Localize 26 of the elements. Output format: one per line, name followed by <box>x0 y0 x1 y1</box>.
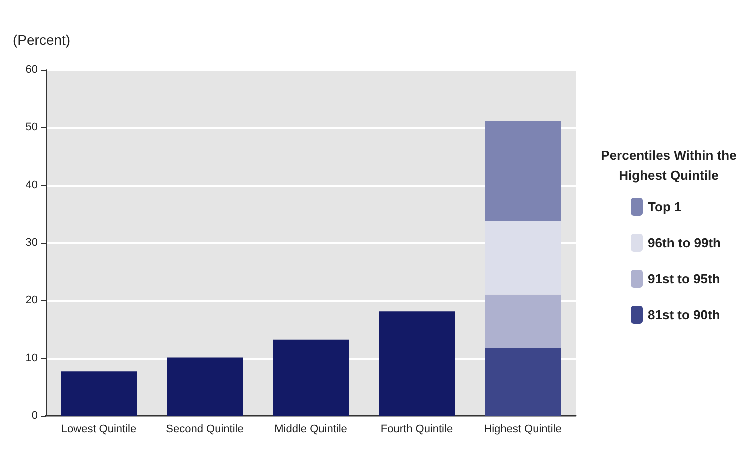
legend-label: 81st to 90th <box>648 308 720 322</box>
y-tick-label: 60 <box>26 64 38 76</box>
legend-label: 96th to 99th <box>648 236 722 250</box>
y-tick-label: 40 <box>26 179 38 192</box>
legend-title: Percentiles Within the Highest Quintile <box>600 147 738 185</box>
y-tick-label: 10 <box>26 352 38 364</box>
x-tick-label: Lowest Quintile <box>61 424 137 436</box>
y-axis-title: (Percent) <box>13 32 71 48</box>
legend-label: 91st to 95th <box>648 272 720 286</box>
y-tick-label: 0 <box>32 410 38 422</box>
bar <box>167 358 243 416</box>
bar <box>379 312 455 416</box>
y-tick-label: 50 <box>26 122 38 134</box>
x-tick-label: Highest Quintile <box>484 424 562 436</box>
bar <box>61 372 137 416</box>
bar <box>485 294 561 348</box>
legend-label: Top 1 <box>648 200 682 214</box>
x-tick-label: Second Quintile <box>166 424 244 436</box>
x-tick-label: Middle Quintile <box>274 424 348 436</box>
bar <box>485 348 561 416</box>
y-tick-label: 30 <box>26 237 38 249</box>
bar <box>485 221 561 295</box>
bar <box>485 121 561 222</box>
bar <box>273 340 349 416</box>
x-tick-label: Fourth Quintile <box>380 424 454 436</box>
y-tick-label: 20 <box>26 294 38 307</box>
